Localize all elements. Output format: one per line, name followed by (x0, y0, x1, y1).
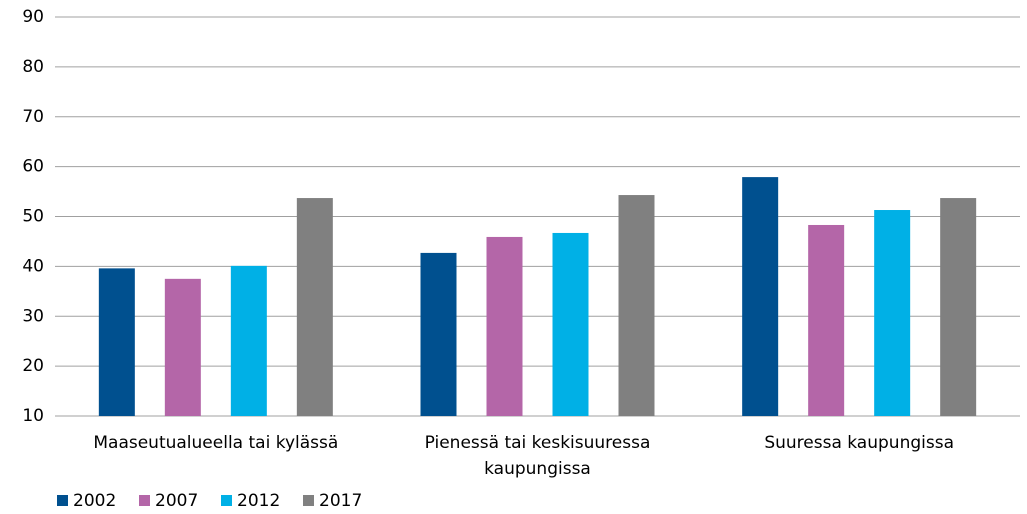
legend-label: 2017 (319, 491, 362, 511)
legend-label: 2002 (73, 491, 116, 511)
y-tick-label: 60 (22, 157, 44, 177)
bar (296, 198, 333, 416)
legend-swatch (57, 495, 68, 506)
bar (420, 252, 457, 416)
bar (230, 265, 267, 416)
y-tick-label: 10 (22, 406, 44, 426)
bar (808, 224, 845, 416)
y-tick-label: 30 (22, 306, 44, 326)
x-tick-label: Suuressa kaupungissa (764, 433, 954, 453)
y-tick-label: 90 (22, 7, 44, 27)
bar (486, 236, 523, 416)
legend-swatch (303, 495, 314, 506)
legend-swatch (221, 495, 232, 506)
x-tick-label: Maaseutualueella tai kylässä (93, 433, 339, 453)
bar (874, 210, 911, 416)
y-tick-label: 50 (22, 207, 44, 227)
bar (164, 278, 201, 416)
bar (940, 198, 977, 416)
bar (742, 177, 779, 416)
y-tick-label: 80 (22, 57, 44, 77)
bar (98, 268, 135, 416)
bar (618, 195, 655, 416)
y-tick-label: 70 (22, 107, 44, 127)
y-tick-label: 40 (22, 256, 44, 276)
y-tick-label: 20 (22, 356, 44, 376)
x-tick-label: Pienessä tai keskisuuressa kaupungissa (424, 433, 651, 479)
legend-swatch (139, 495, 150, 506)
bar (552, 232, 589, 416)
legend-label: 2007 (155, 491, 198, 511)
legend-label: 2012 (237, 491, 280, 511)
